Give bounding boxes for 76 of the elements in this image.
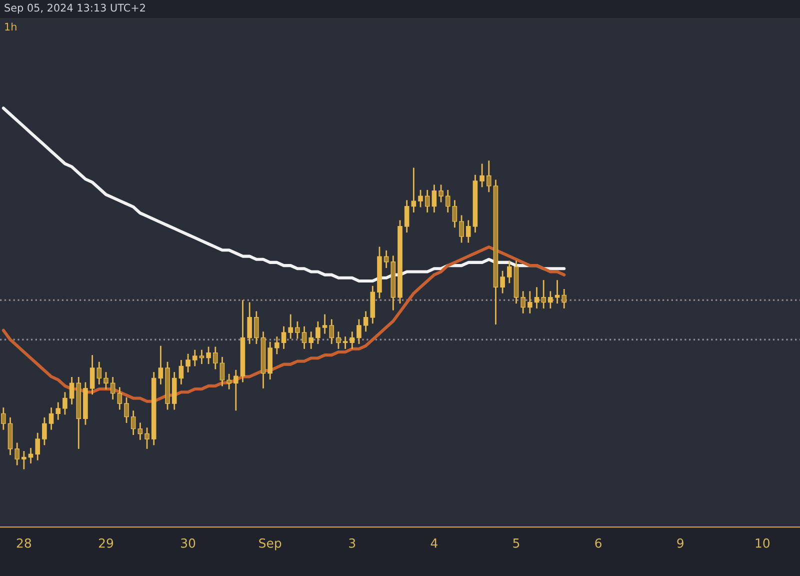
candlestick xyxy=(452,199,458,228)
candlestick xyxy=(404,199,410,234)
candlestick xyxy=(206,346,211,365)
candlestick xyxy=(22,450,26,470)
candlestick xyxy=(192,349,198,367)
candlestick xyxy=(520,290,526,314)
candlestick xyxy=(247,302,252,345)
candlestick xyxy=(562,288,567,310)
candlestick xyxy=(295,320,300,340)
candlestick xyxy=(316,320,320,345)
candlestick xyxy=(274,336,280,355)
candlestick xyxy=(548,290,553,310)
candlestick xyxy=(220,356,225,387)
candlestick xyxy=(1,406,6,430)
x-tick-label: 28 xyxy=(16,538,32,548)
candlestick xyxy=(507,260,512,284)
candlestick xyxy=(158,345,164,386)
candlestick xyxy=(322,314,328,334)
candlestick xyxy=(445,189,450,214)
candlestick xyxy=(336,330,341,350)
candlestick xyxy=(138,422,143,441)
candlestick xyxy=(541,279,546,310)
x-tick-label: 30 xyxy=(181,538,196,548)
candlestick xyxy=(110,376,116,400)
candlestick xyxy=(226,373,232,390)
text: 1h xyxy=(5,22,16,31)
candlestick xyxy=(35,432,40,462)
candlestick xyxy=(534,286,540,310)
x-tick-label: 3 xyxy=(349,538,356,548)
x-tick-label: 4 xyxy=(430,538,438,548)
candlestick xyxy=(500,270,505,294)
candlestick xyxy=(14,442,20,466)
candlestick xyxy=(130,410,136,436)
candlestick xyxy=(42,416,47,446)
candlestick xyxy=(438,184,444,203)
candlestick xyxy=(528,290,532,314)
candlestick xyxy=(363,310,368,332)
x-tick-label: 6 xyxy=(595,538,602,548)
x-tick-label: 10 xyxy=(756,538,770,548)
candlestick xyxy=(486,160,492,193)
candlestick xyxy=(199,349,204,365)
candlestick xyxy=(329,318,334,345)
x-tick-label: 9 xyxy=(677,538,684,548)
candlestick xyxy=(62,391,68,416)
candlestick xyxy=(424,189,430,214)
candlestick xyxy=(288,314,293,340)
candlestick xyxy=(56,402,61,421)
x-tick-label: 5 xyxy=(513,538,520,548)
candlestick xyxy=(104,371,108,390)
candlestick xyxy=(411,167,416,214)
candlestick xyxy=(233,369,238,412)
candlestick xyxy=(48,406,54,430)
candlestick xyxy=(96,361,102,386)
x-tick-label: 29 xyxy=(98,538,114,548)
candlestick xyxy=(459,214,464,244)
candlestick xyxy=(480,163,484,188)
candlestick xyxy=(342,336,348,350)
candlestick xyxy=(124,396,129,424)
candlestick xyxy=(69,376,74,406)
x-tick-label: Sep xyxy=(259,538,282,550)
candlestick xyxy=(117,386,122,410)
candlestick xyxy=(186,353,190,374)
candlestick xyxy=(90,354,95,396)
candlestick xyxy=(281,326,286,350)
text: Sep 05, 2024 13:13 UTC+2 xyxy=(4,4,145,14)
candlestick xyxy=(432,184,437,214)
candlestick xyxy=(418,189,423,208)
candlestick xyxy=(356,318,362,345)
candlestick xyxy=(212,346,218,370)
candlestick xyxy=(308,330,314,350)
candlestick xyxy=(254,310,259,345)
candlestick xyxy=(302,326,307,350)
candlestick xyxy=(466,219,471,244)
candlestick xyxy=(178,359,184,386)
candlestick xyxy=(144,426,150,450)
candlestick xyxy=(350,330,355,350)
